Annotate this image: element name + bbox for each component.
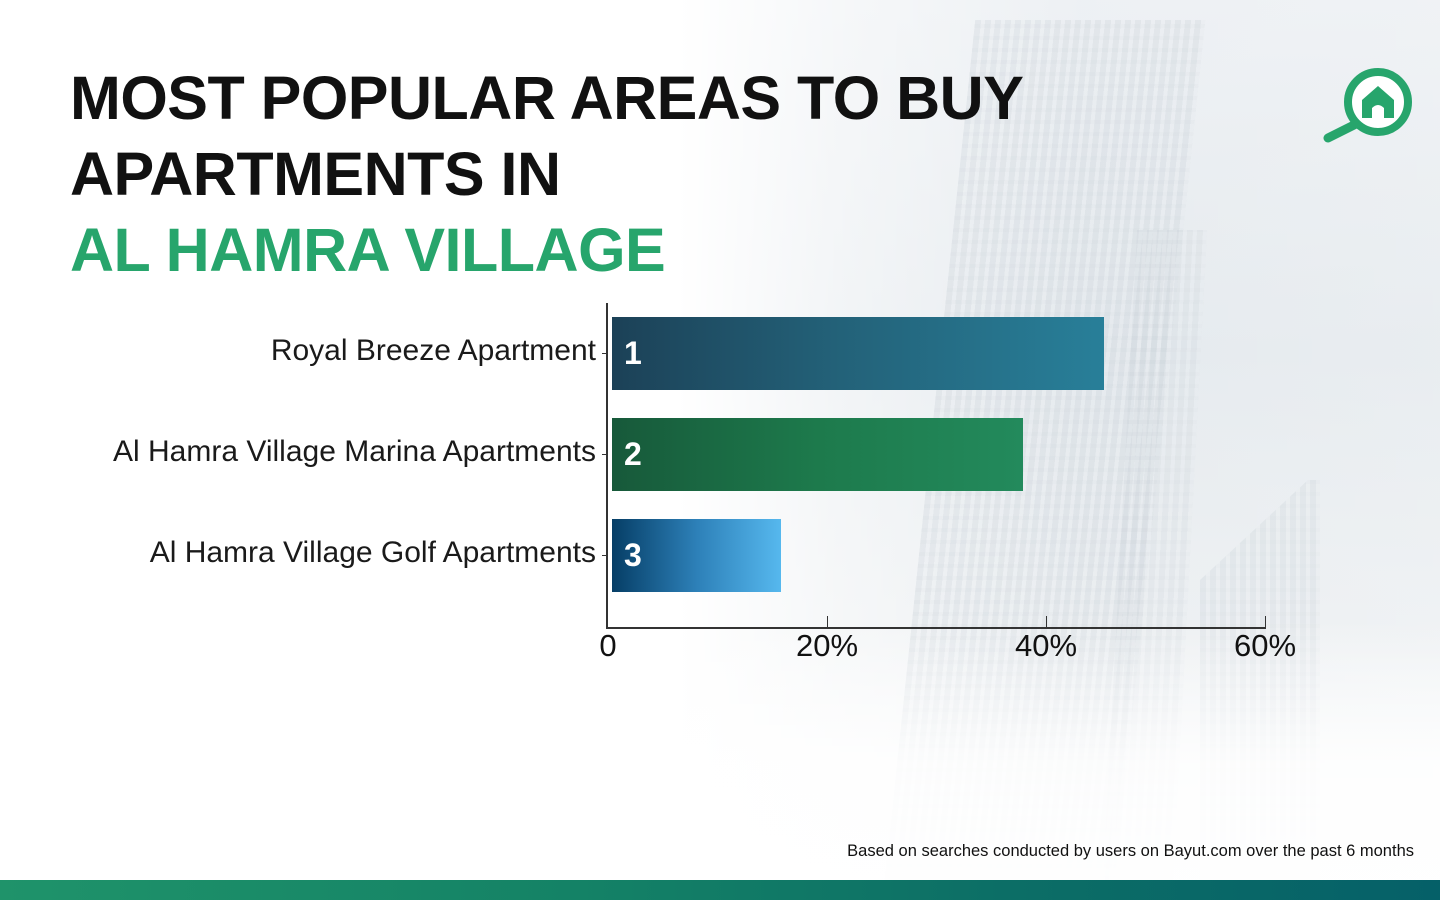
x-tick xyxy=(1265,616,1266,627)
x-tick-label: 0 xyxy=(599,628,617,663)
bar: 3 xyxy=(612,519,781,592)
footer-bar xyxy=(0,880,1440,900)
x-tick-label: 60% xyxy=(1233,628,1297,663)
bar: 2 xyxy=(612,418,1023,491)
x-tick xyxy=(1046,616,1047,627)
rank-label: 2 xyxy=(624,436,642,472)
source-note: Based on searches conducted by users on … xyxy=(847,842,1414,860)
title-line-3: AL HAMRA VILLAGE xyxy=(70,216,666,284)
category-label: Royal Breeze Apartment xyxy=(270,334,596,367)
rank-label: 3 xyxy=(624,537,642,573)
title-line-2: APARTMENTS IN xyxy=(70,140,561,208)
y-tick xyxy=(602,353,607,354)
category-label: Al Hamra Village Marina Apartments xyxy=(113,435,596,468)
house-magnifier-icon xyxy=(1320,66,1420,146)
x-axis xyxy=(606,627,1266,629)
y-tick xyxy=(602,454,607,455)
title-line-1: MOST POPULAR AREAS TO BUY xyxy=(70,64,1024,132)
y-tick xyxy=(602,555,607,556)
category-label: Al Hamra Village Golf Apartments xyxy=(149,536,596,569)
background-fade xyxy=(0,620,1440,880)
page-title: MOST POPULAR AREAS TO BUY APARTMENTS IN … xyxy=(70,60,1024,288)
x-tick-label: 40% xyxy=(1014,628,1078,663)
x-tick xyxy=(827,616,828,627)
x-tick-label: 20% xyxy=(795,628,859,663)
rank-label: 1 xyxy=(624,335,642,371)
bar-chart: 0 20% 40% 60% Royal Breeze Apartment Al … xyxy=(0,300,1440,680)
y-axis xyxy=(606,303,608,628)
bar: 1 xyxy=(612,317,1105,390)
